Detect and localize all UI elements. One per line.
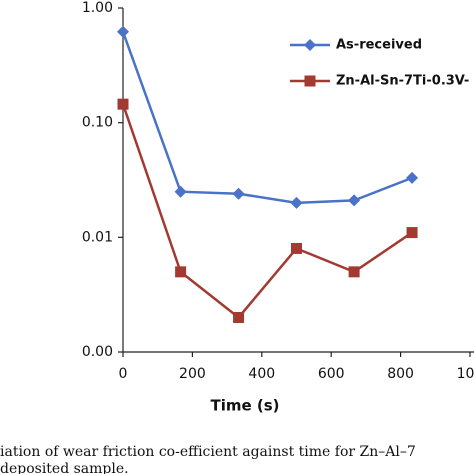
x-axis-label: Time (s) (210, 397, 279, 415)
marker (348, 194, 361, 207)
series-line (121, 31, 413, 205)
x-tick-label: 400 (248, 366, 275, 382)
y-tick-label: 0.00 (82, 344, 113, 360)
y-tick-label: 0.10 (82, 115, 113, 131)
x-tick-label: 600 (318, 366, 345, 382)
caption-line: deposited sample. (0, 461, 129, 474)
marker (232, 187, 245, 200)
marker (290, 196, 303, 209)
y-tick-label: 0.01 (82, 229, 113, 245)
marker (304, 75, 316, 87)
marker (291, 242, 302, 254)
x-tick-label: 200 (179, 366, 206, 382)
marker (233, 311, 245, 323)
x-tick-label: 0 (119, 366, 128, 382)
x-tick-label: 100 (457, 366, 474, 382)
x-tick-label: 800 (387, 366, 414, 382)
marker (304, 39, 316, 51)
marker (348, 266, 360, 278)
marker (174, 185, 187, 198)
caption-line: iation of wear friction co-efficient aga… (0, 444, 416, 460)
series-line (121, 103, 413, 320)
marker (117, 98, 129, 110)
marker (175, 266, 187, 278)
legend-label: Zn-Al-Sn-7Ti-0.3V- (336, 74, 469, 89)
marker (117, 25, 129, 38)
marker (406, 227, 418, 239)
legend-label: As-received (336, 38, 422, 53)
marker (406, 171, 419, 184)
y-tick-label: 1.00 (82, 0, 113, 16)
